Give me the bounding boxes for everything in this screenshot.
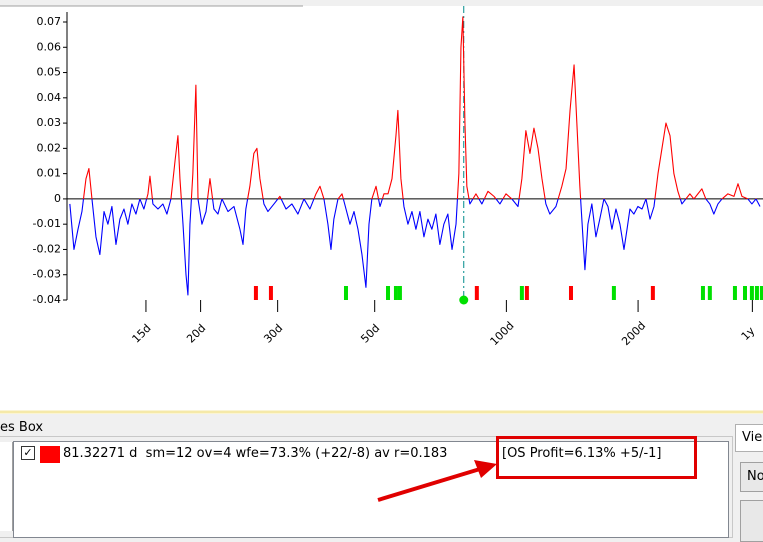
signal-marker bbox=[754, 286, 759, 300]
checkbox[interactable]: ✓ bbox=[21, 446, 35, 460]
y-tick-label: 0.06 bbox=[37, 40, 62, 53]
arrow-shaft bbox=[377, 467, 481, 502]
y-tick-label: 0.07 bbox=[37, 15, 62, 28]
signal-marker bbox=[749, 286, 754, 300]
y-tick-label: -0.02 bbox=[33, 242, 61, 255]
top-strip bbox=[0, 0, 763, 6]
chart: 0.07 0.06 0.05 0.04 0.03 0.02 0.01 0 -0.01 -0.02 -… bbox=[0, 0, 763, 414]
left-list bbox=[0, 442, 13, 531]
list-box bbox=[13, 441, 729, 538]
panel-title: es Box bbox=[0, 420, 44, 435]
signal-marker bbox=[397, 286, 402, 300]
right-button-2[interactable] bbox=[740, 500, 763, 542]
y-tick-label: -0.01 bbox=[33, 217, 61, 230]
signal-line bbox=[69, 16, 761, 296]
signal-marker bbox=[568, 286, 573, 300]
list-item-highlight: [OS Profit=6.13% +5/-1] bbox=[502, 446, 662, 461]
signal-marker bbox=[759, 286, 763, 300]
y-tick-label: 0 bbox=[54, 192, 61, 205]
list-item-text[interactable]: 81.32271 d sm=12 ov=4 wfe=73.3% (+22/-8)… bbox=[63, 446, 448, 461]
chart-background bbox=[0, 0, 763, 414]
y-tick-label: -0.03 bbox=[33, 268, 61, 281]
signal-marker bbox=[611, 286, 616, 300]
signal-marker bbox=[732, 286, 737, 300]
arrow-layer bbox=[377, 460, 497, 502]
arrow-head bbox=[474, 460, 497, 478]
color-swatch bbox=[40, 446, 60, 463]
signal-marker bbox=[343, 286, 348, 300]
signal-marker bbox=[742, 286, 747, 300]
signal-marker bbox=[524, 286, 529, 300]
y-tick-label: 0.02 bbox=[37, 141, 62, 154]
y-tick-label: 0.03 bbox=[37, 116, 62, 129]
y-tick-label: -0.04 bbox=[33, 293, 61, 306]
signal-marker bbox=[393, 286, 398, 300]
signal-marker bbox=[386, 286, 391, 300]
right-tab[interactable]: Vie bbox=[735, 424, 763, 452]
signal-marker bbox=[650, 286, 655, 300]
y-tick-label: 0.01 bbox=[37, 167, 62, 180]
signal-marker bbox=[268, 286, 273, 300]
signal-marker bbox=[253, 286, 258, 300]
signal-marker bbox=[707, 286, 712, 300]
signal-marker bbox=[474, 286, 479, 300]
highlight-box bbox=[496, 436, 697, 479]
right-button[interactable]: No bbox=[740, 462, 763, 492]
signal-marker bbox=[700, 286, 705, 300]
y-tick-label: 0.04 bbox=[37, 91, 62, 104]
signal-marker bbox=[519, 286, 524, 300]
cursor-dot bbox=[459, 295, 469, 305]
y-tick-label: 0.05 bbox=[37, 66, 62, 79]
